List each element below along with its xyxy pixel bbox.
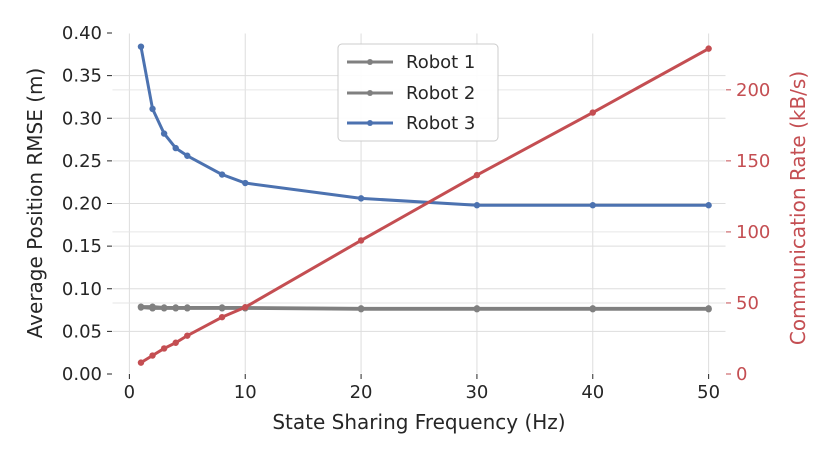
data-point <box>242 179 249 187</box>
data-point <box>184 305 191 312</box>
legend-label-robot-3: Robot 3 <box>406 113 475 134</box>
data-point <box>172 339 179 346</box>
y-right-tick-label: 200 <box>736 80 770 101</box>
data-point <box>184 152 191 159</box>
y-right-tick-label: 50 <box>736 293 759 314</box>
data-point <box>160 130 168 137</box>
legend-label-robot-1: Robot 1 <box>406 52 475 73</box>
data-point <box>137 43 145 50</box>
data-point <box>184 332 191 339</box>
data-point <box>218 305 226 312</box>
x-axis: 0 10 20 30 40 50 <box>124 374 720 403</box>
series-layer <box>137 43 712 366</box>
legend-box <box>337 43 499 142</box>
data-point <box>705 306 712 313</box>
y-axis-left: 0.00 0.05 0.10 0.15 0.20 0.25 0.30 0.35 0.40 <box>62 23 112 385</box>
data-point <box>149 305 156 312</box>
data-point <box>172 305 179 312</box>
y-left-tick-label: 0.30 <box>62 108 102 129</box>
data-point <box>705 202 712 209</box>
legend-label-robot-2: Robot 2 <box>406 83 475 104</box>
data-point <box>473 306 481 313</box>
y-left-tick-label: 0.05 <box>62 321 102 342</box>
series-line <box>139 306 711 311</box>
data-point <box>160 305 168 312</box>
legend-marker-robot-3 <box>367 120 373 126</box>
legend: Robot 1 Robot 2 Robot 3 <box>337 43 499 142</box>
data-point <box>473 171 481 179</box>
y-left-tick-label: 0.25 <box>62 151 102 172</box>
data-point <box>242 304 249 311</box>
x-tick-label: 30 <box>465 382 488 403</box>
legend-marker-robot-2 <box>367 90 373 96</box>
y-axis-left-title: Average Position RMSE (m) <box>23 68 47 339</box>
x-axis-title: State Sharing Frequency (Hz) <box>272 410 565 434</box>
y-axis-right-title: Communication Rate (kB/s) <box>786 71 810 345</box>
data-point <box>218 313 226 321</box>
data-point <box>137 359 145 366</box>
data-point <box>137 304 145 311</box>
y-left-tick-label: 0.15 <box>62 236 102 257</box>
y-left-tick-label: 0.10 <box>62 279 102 300</box>
y-right-tick-label: 150 <box>736 151 770 172</box>
x-tick-label: 10 <box>234 382 257 403</box>
y-left-tick-label: 0.35 <box>62 66 102 87</box>
data-point <box>357 195 365 202</box>
data-point <box>160 345 168 352</box>
data-point <box>218 171 226 178</box>
x-tick-label: 0 <box>124 382 135 403</box>
data-point <box>589 306 596 313</box>
legend-marker-robot-1 <box>367 59 373 65</box>
data-point <box>589 202 596 209</box>
y-left-tick-label: 0.00 <box>62 364 102 385</box>
data-point <box>357 237 365 244</box>
data-point <box>589 109 596 116</box>
data-point <box>357 306 365 313</box>
data-point <box>149 105 156 113</box>
x-tick-label: 50 <box>697 382 720 403</box>
data-point <box>172 144 179 152</box>
data-point <box>149 352 156 359</box>
y-right-tick-label: 100 <box>736 222 770 243</box>
x-tick-label: 20 <box>350 382 373 403</box>
x-tick-label: 40 <box>581 382 604 403</box>
y-right-tick-label: 0 <box>736 364 747 385</box>
y-axis-right: 0 50 100 150 200 <box>726 80 770 385</box>
series-4 <box>137 45 712 366</box>
y-left-tick-label: 0.20 <box>62 194 102 215</box>
series-3 <box>137 43 712 209</box>
data-point <box>473 202 481 209</box>
y-left-tick-label: 0.40 <box>62 23 102 44</box>
data-point <box>705 45 712 52</box>
